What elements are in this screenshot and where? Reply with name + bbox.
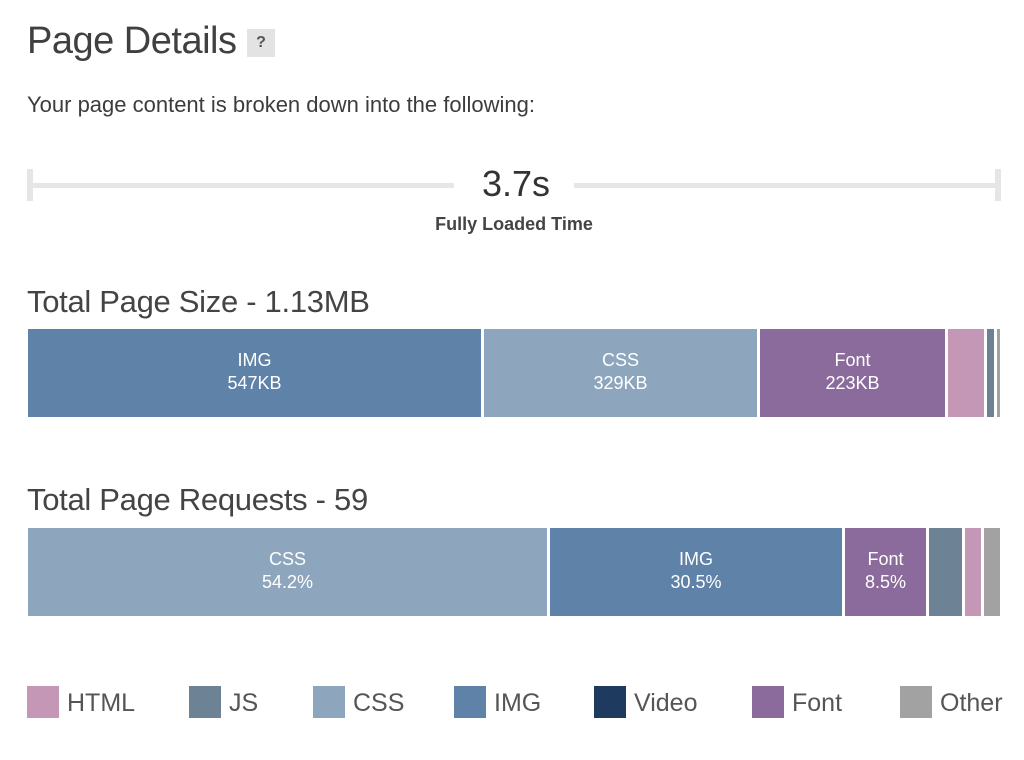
legend-label: Other — [940, 689, 1003, 717]
legend-swatch — [594, 686, 626, 718]
bar-segment-js[interactable] — [987, 329, 994, 417]
bar-segment-css[interactable]: CSS 329KB — [484, 329, 757, 417]
legend-label: Video — [634, 689, 698, 717]
timeline-line-right — [574, 183, 1001, 188]
segment-category-label: Font — [834, 350, 871, 370]
legend-label: IMG — [494, 689, 542, 717]
bar-segment-js[interactable] — [929, 528, 962, 616]
legend-swatch — [27, 686, 59, 718]
page-requests-bar: CSS 54.2% IMG 30.5% Font 8.5% — [28, 528, 1000, 616]
intro-text: Your page content is broken down into th… — [27, 92, 535, 117]
segment-category-label: CSS — [268, 549, 306, 569]
bar-segment-img[interactable]: IMG 547KB — [28, 329, 481, 417]
help-button[interactable]: ? — [247, 29, 275, 57]
segment-label: CSS 329KB — [484, 349, 757, 395]
bar-segment-html[interactable] — [948, 329, 984, 417]
segment-value-label: 223KB — [825, 373, 880, 393]
legend-label: CSS — [353, 689, 405, 717]
fully-loaded-time-value: 3.7s — [481, 163, 551, 204]
segment-category-label: IMG — [679, 549, 713, 569]
bar-segment-css[interactable]: CSS 54.2% — [28, 528, 547, 616]
segment-category-label: Font — [867, 549, 904, 569]
legend-label: JS — [229, 689, 259, 717]
segment-value-label: 54.2% — [261, 572, 314, 592]
timeline-line-left — [27, 183, 454, 188]
bar-segment-font[interactable]: Font 223KB — [760, 329, 945, 417]
segment-label: Font 223KB — [760, 349, 945, 395]
segment-label: IMG 30.5% — [550, 548, 842, 594]
fully-loaded-time-label: Fully Loaded Time — [435, 214, 593, 234]
page-size-bar: IMG 547KB CSS 329KB Font 223KB — [28, 329, 1000, 417]
segment-value-label: 8.5% — [864, 572, 907, 592]
bar-segment-img[interactable]: IMG 30.5% — [550, 528, 842, 616]
page-size-title: Total Page Size - 1.13MB — [27, 284, 370, 319]
segment-label: Font 8.5% — [845, 548, 926, 594]
bar-segment-other[interactable] — [997, 329, 1000, 417]
page-requests-title: Total Page Requests - 59 — [27, 482, 368, 517]
segment-label: CSS 54.2% — [28, 548, 547, 594]
segment-label: IMG 547KB — [28, 349, 481, 395]
bar-segment-font[interactable]: Font 8.5% — [845, 528, 926, 616]
legend-swatch — [900, 686, 932, 718]
segment-value-label: 547KB — [227, 373, 282, 393]
segment-value-label: 30.5% — [670, 572, 722, 592]
legend-swatch — [313, 686, 345, 718]
segment-category-label: CSS — [601, 350, 639, 370]
segment-value-label: 329KB — [593, 373, 648, 393]
legend-swatch — [752, 686, 784, 718]
legend-label: Font — [792, 689, 843, 717]
legend: HTML JS CSS IMG Video Font Other — [0, 686, 1024, 726]
segment-category-label: IMG — [237, 350, 272, 370]
timeline-end-cap — [995, 169, 1001, 201]
legend-swatch — [454, 686, 486, 718]
legend-swatch — [189, 686, 221, 718]
page-title: Page Details — [27, 20, 237, 62]
bar-segment-other[interactable] — [984, 528, 1000, 616]
legend-label: HTML — [67, 689, 136, 717]
bar-segment-html[interactable] — [965, 528, 981, 616]
